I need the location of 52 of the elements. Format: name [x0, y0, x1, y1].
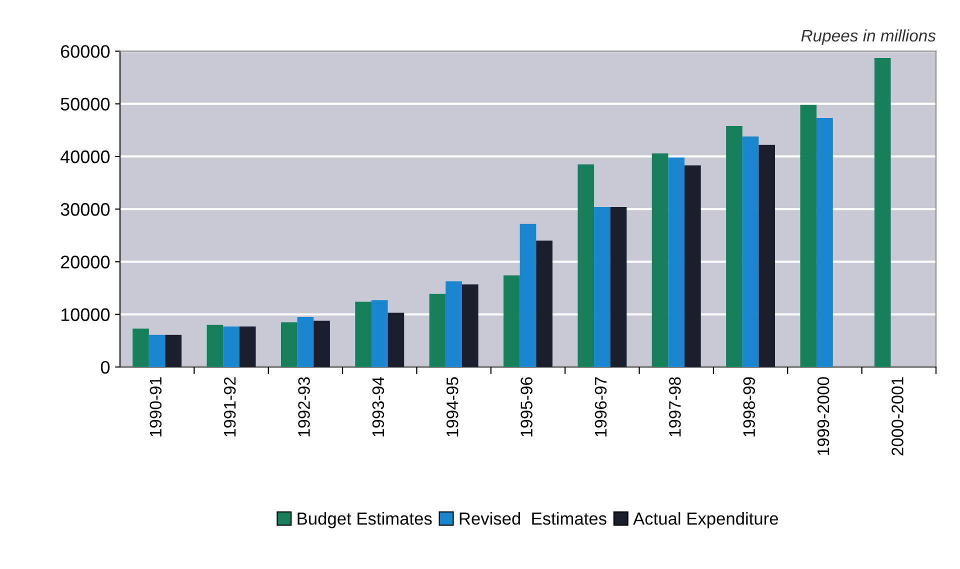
bar [816, 118, 833, 368]
bar [874, 58, 891, 368]
bar [297, 317, 314, 368]
x-tick-label: 1997-98 [669, 377, 681, 436]
x-tick-label: 1999-2000 [817, 377, 830, 455]
bar [148, 334, 166, 368]
bar [536, 240, 552, 368]
bar [280, 322, 298, 368]
bar [684, 165, 701, 368]
bar [668, 158, 685, 368]
bar [239, 326, 256, 368]
bar [742, 136, 759, 368]
bar [355, 302, 372, 368]
bar [758, 144, 776, 368]
bar [726, 126, 742, 368]
bar [165, 334, 182, 368]
x-tick-label: 1994-95 [446, 377, 458, 436]
bar [223, 326, 240, 368]
bar [371, 300, 388, 368]
legend-label: Budget Estimates [298, 512, 432, 528]
y-tick-label: 0 [100, 360, 110, 374]
bar [594, 207, 610, 368]
y-tick-label: 10000 [61, 308, 110, 322]
bar [132, 328, 149, 368]
y-tick-label: 60000 [60, 45, 110, 58]
bar [388, 312, 404, 368]
text: Rupees in millions [801, 29, 936, 45]
bar [610, 207, 627, 368]
y-tick-label: 20000 [60, 256, 110, 268]
x-tick-label: 1993-94 [372, 376, 384, 436]
legend-label: Revised Estimates [460, 512, 606, 525]
bar [206, 324, 224, 368]
bar [429, 294, 446, 368]
x-tick-label: 1990-91 [150, 377, 162, 436]
legend-label: Actual Expenditure [633, 512, 778, 528]
x-tick-label: 2000-2001 [892, 377, 904, 456]
bar [314, 320, 330, 368]
y-tick-label: 50000 [60, 98, 110, 111]
bar [800, 104, 817, 368]
bar [462, 284, 478, 368]
x-tick-label: 1998-99 [743, 377, 756, 436]
x-tick-label: 1996-97 [594, 377, 607, 436]
x-tick-label: 1991-92 [224, 377, 236, 436]
x-tick-label: 1995-96 [520, 377, 532, 436]
x-tick-label: 1992-93 [298, 377, 310, 436]
y-tick-label: 40000 [60, 150, 110, 164]
y-tick-label: 30000 [60, 203, 110, 216]
bar [446, 281, 462, 368]
bar [578, 164, 594, 368]
bar [652, 153, 668, 368]
bar [504, 275, 520, 368]
bar [520, 224, 536, 368]
